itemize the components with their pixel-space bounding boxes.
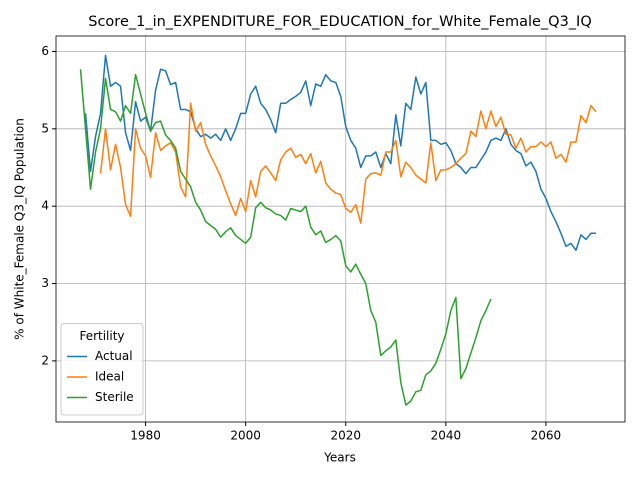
- y-tick-label: 4: [41, 199, 49, 213]
- y-tick-label: 2: [41, 353, 49, 367]
- x-tick-label: 2040: [431, 429, 462, 443]
- x-tick-label: 2000: [230, 429, 261, 443]
- y-axis-label: % of White_Female Q3_IQ Population: [13, 118, 27, 340]
- x-tick-label: 2060: [531, 429, 562, 443]
- series-line: [99, 102, 597, 224]
- y-tick-label: 3: [41, 276, 49, 290]
- series-line: [84, 54, 596, 252]
- x-tick-label: 1980: [130, 429, 161, 443]
- y-tick-label: 5: [41, 121, 49, 135]
- legend-title: Fertility: [79, 329, 124, 343]
- legend-box: [60, 323, 144, 416]
- legend-label: Sterile: [95, 390, 134, 404]
- legend: Fertility Actual Ideal Sterile: [60, 323, 144, 416]
- chart-title: Score_1_in_EXPENDITURE_FOR_EDUCATION_for…: [88, 14, 592, 30]
- legend-label: Actual: [95, 349, 133, 363]
- series-line: [79, 69, 492, 406]
- legend-label: Ideal: [95, 370, 124, 384]
- plot-frame: [55, 35, 626, 423]
- x-axis-label: Years: [323, 451, 356, 465]
- y-tick-label: 6: [41, 44, 49, 58]
- x-tick-label: 2020: [330, 429, 361, 443]
